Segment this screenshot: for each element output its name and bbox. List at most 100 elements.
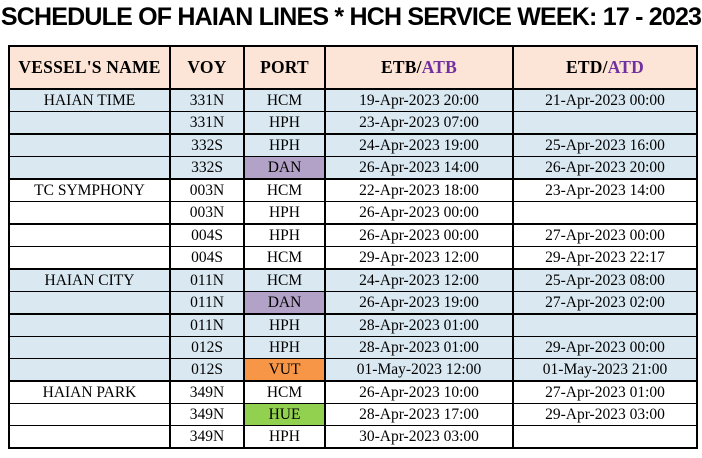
port-cell: HPH [243, 223, 326, 247]
etb-cell: 26-Apr-2023 00:00 [324, 201, 514, 225]
port-cell: HPH [243, 133, 326, 157]
vessel-cell [8, 403, 171, 426]
etb-cell: 26-Apr-2023 10:00 [324, 380, 514, 404]
etd-cell [512, 425, 698, 449]
etd-cell [512, 201, 698, 225]
vessel-cell [8, 223, 171, 247]
table-row: 331N HPH 23-Apr-2023 07:00 [8, 111, 698, 135]
etd-cell [512, 313, 698, 337]
table-row: 349N HPH 30-Apr-2023 03:00 [8, 425, 698, 449]
vessel-cell [8, 336, 171, 359]
port-cell: HPH [243, 425, 326, 449]
port-cell: HPH [243, 336, 326, 359]
etd-cell: 27-Apr-2023 01:00 [512, 380, 698, 404]
vessel-cell [8, 156, 171, 180]
vessel-cell [8, 201, 171, 225]
port-cell: HCM [243, 246, 326, 270]
voy-cell: 331N [169, 88, 245, 112]
etb-cell: 19-Apr-2023 20:00 [324, 88, 514, 112]
vessel-cell [8, 111, 171, 135]
etb-cell: 26-Apr-2023 14:00 [324, 156, 514, 180]
atd-actual-label: ATD [607, 57, 644, 77]
table-row: HAIAN PARK 349N HCM 26-Apr-2023 10:00 27… [8, 380, 698, 404]
etd-cell: 27-Apr-2023 02:00 [512, 291, 698, 315]
table-row: 012S HPH 28-Apr-2023 01:00 29-Apr-2023 0… [8, 336, 698, 359]
voy-cell: 011N [169, 268, 245, 292]
voy-cell: 349N [169, 380, 245, 404]
voy-cell: 011N [169, 291, 245, 315]
etd-cell: 23-Apr-2023 14:00 [512, 178, 698, 202]
col-header-vessel-name: VESSEL'S NAME [8, 45, 171, 90]
port-cell: HPH [243, 313, 326, 337]
schedule-table: VESSEL'S NAME VOY PORT ETB/ATB ETD/ATD H… [8, 45, 698, 449]
port-cell: DAN [243, 291, 326, 315]
schedule-table-body: HAIAN TIME 331N HCM 19-Apr-2023 20:00 21… [8, 88, 698, 449]
col-header-port: PORT [243, 45, 326, 90]
port-cell: HCM [243, 268, 326, 292]
voy-cell: 003N [169, 178, 245, 202]
etd-cell: 01-May-2023 21:00 [512, 358, 698, 382]
col-header-voy: VOY [169, 45, 245, 90]
col-header-etd-atd: ETD/ATD [512, 45, 698, 90]
etb-cell: 24-Apr-2023 19:00 [324, 133, 514, 157]
voy-cell: 004S [169, 246, 245, 270]
etb-cell: 30-Apr-2023 03:00 [324, 425, 514, 449]
etb-cell: 22-Apr-2023 18:00 [324, 178, 514, 202]
etb-cell: 28-Apr-2023 17:00 [324, 403, 514, 426]
etd-cell: 25-Apr-2023 08:00 [512, 268, 698, 292]
vessel-cell [8, 425, 171, 449]
etb-cell: 26-Apr-2023 00:00 [324, 223, 514, 247]
vessel-cell: TC SYMPHONY [8, 178, 171, 202]
vessel-cell [8, 246, 171, 270]
etb-estimated-label: ETB/ [381, 57, 422, 77]
port-cell: DAN [243, 156, 326, 180]
table-row: HAIAN TIME 331N HCM 19-Apr-2023 20:00 21… [8, 88, 698, 112]
table-row: 004S HCM 29-Apr-2023 12:00 29-Apr-2023 2… [8, 246, 698, 270]
etd-cell: 26-Apr-2023 20:00 [512, 156, 698, 180]
table-row: TC SYMPHONY 003N HCM 22-Apr-2023 18:00 2… [8, 178, 698, 202]
port-cell: HPH [243, 111, 326, 135]
table-row: 332S HPH 24-Apr-2023 19:00 25-Apr-2023 1… [8, 133, 698, 157]
vessel-cell [8, 291, 171, 315]
voy-cell: 012S [169, 336, 245, 359]
etd-cell: 25-Apr-2023 16:00 [512, 133, 698, 157]
etd-cell: 29-Apr-2023 00:00 [512, 336, 698, 359]
etb-cell: 29-Apr-2023 12:00 [324, 246, 514, 270]
table-row: 349N HUE 28-Apr-2023 17:00 29-Apr-2023 0… [8, 403, 698, 426]
port-cell: HUE [243, 403, 326, 426]
etd-cell: 29-Apr-2023 22:17 [512, 246, 698, 270]
port-cell: HCM [243, 178, 326, 202]
voy-cell: 004S [169, 223, 245, 247]
etb-cell: 28-Apr-2023 01:00 [324, 336, 514, 359]
etd-estimated-label: ETD/ [566, 57, 608, 77]
vessel-cell: HAIAN PARK [8, 380, 171, 404]
port-cell: HCM [243, 380, 326, 404]
table-row: 004S HPH 26-Apr-2023 00:00 27-Apr-2023 0… [8, 223, 698, 247]
port-cell: HPH [243, 201, 326, 225]
vessel-cell: HAIAN CITY [8, 268, 171, 292]
voy-cell: 011N [169, 313, 245, 337]
atb-actual-label: ATB [421, 57, 457, 77]
vessel-cell [8, 133, 171, 157]
etb-cell: 26-Apr-2023 19:00 [324, 291, 514, 315]
page-title: SCHEDULE OF HAIAN LINES * HCH SERVICE WE… [0, 3, 702, 31]
port-cell: VUT [243, 358, 326, 382]
voy-cell: 332S [169, 133, 245, 157]
table-header: VESSEL'S NAME VOY PORT ETB/ATB ETD/ATD [8, 45, 698, 90]
table-row: 012S VUT 01-May-2023 12:00 01-May-2023 2… [8, 358, 698, 382]
vessel-cell [8, 358, 171, 382]
table-row: 003N HPH 26-Apr-2023 00:00 [8, 201, 698, 225]
table-row: HAIAN CITY 011N HCM 24-Apr-2023 12:00 25… [8, 268, 698, 292]
voy-cell: 349N [169, 425, 245, 449]
vessel-cell: HAIAN TIME [8, 88, 171, 112]
etb-cell: 23-Apr-2023 07:00 [324, 111, 514, 135]
voy-cell: 331N [169, 111, 245, 135]
vessel-cell [8, 313, 171, 337]
etd-cell: 27-Apr-2023 00:00 [512, 223, 698, 247]
voy-cell: 332S [169, 156, 245, 180]
col-header-etb-atb: ETB/ATB [324, 45, 514, 90]
port-cell: HCM [243, 88, 326, 112]
etb-cell: 01-May-2023 12:00 [324, 358, 514, 382]
etb-cell: 28-Apr-2023 01:00 [324, 313, 514, 337]
